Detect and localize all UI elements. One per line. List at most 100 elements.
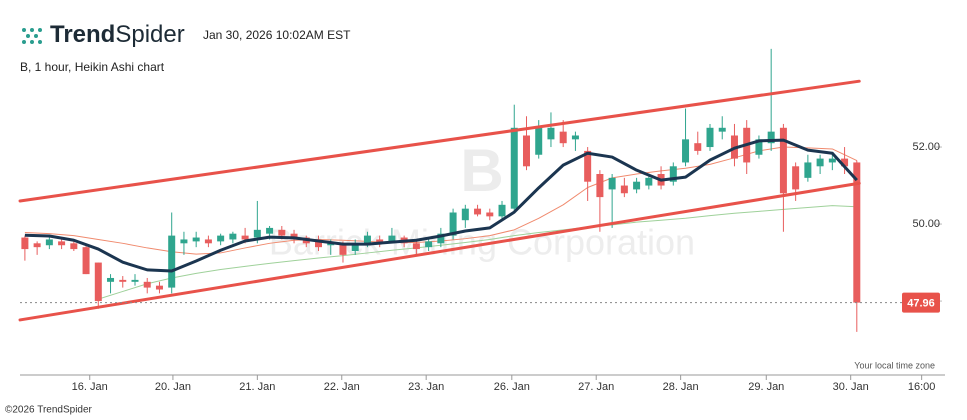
candle [412, 241, 420, 255]
candle-body [82, 247, 90, 275]
x-tick-label: 23. Jan [408, 381, 444, 393]
candle-body [584, 150, 592, 182]
candle [608, 174, 616, 228]
candle-body [204, 239, 212, 244]
candle [437, 227, 445, 248]
candle-body [425, 241, 433, 248]
candle-body [33, 243, 41, 248]
logo-light: Spider [115, 21, 184, 48]
candle [547, 112, 555, 148]
candle-body [327, 243, 335, 246]
candle [694, 131, 702, 155]
candle-body [388, 235, 396, 242]
candle [351, 239, 359, 255]
candle [804, 154, 812, 182]
candle [376, 235, 384, 248]
candle-body [535, 127, 543, 155]
x-tick-label: 30. Jan [833, 381, 869, 393]
logo-icon [22, 28, 42, 44]
candle-body [21, 237, 29, 250]
candle-body [792, 166, 800, 190]
candle-body [779, 127, 787, 194]
candle [155, 281, 163, 294]
copyright: ©2026 TrendSpider [5, 405, 93, 416]
x-tick-label: 28. Jan [663, 381, 699, 393]
candle-body [143, 281, 151, 288]
candle-body [486, 212, 494, 217]
candle [718, 116, 726, 140]
candle [633, 177, 641, 194]
candle-body [58, 241, 66, 246]
candle-body [522, 135, 530, 167]
candle-body [119, 279, 127, 282]
candle [620, 177, 628, 198]
candle-body [278, 229, 286, 236]
candle [474, 204, 482, 217]
candle [730, 123, 738, 167]
candle-body [669, 166, 677, 182]
chart-subtitle: B, 1 hour, Heikin Ashi chart [20, 60, 165, 74]
candle-body [828, 158, 836, 163]
candle [461, 204, 469, 228]
candle-body [755, 139, 763, 155]
candle [204, 235, 212, 248]
candle [253, 200, 261, 244]
y-tick-label: 50.00 [912, 218, 940, 230]
last-price-label: 47.96 [907, 298, 935, 310]
candle [229, 231, 237, 244]
logo-text: TrendSpider [50, 21, 185, 48]
candle-body [217, 235, 225, 242]
candle-body [682, 139, 690, 163]
candle-body [339, 243, 347, 255]
candle-body [253, 229, 261, 238]
candle [131, 274, 139, 286]
candle-body [474, 208, 482, 215]
candle [143, 277, 151, 294]
candle-body [192, 237, 200, 242]
candle-body [412, 243, 420, 250]
candle [767, 48, 775, 151]
candle [217, 233, 225, 246]
x-tick-label: 20. Jan [155, 381, 191, 393]
candle-body [816, 158, 824, 167]
candle [743, 120, 751, 174]
candle-body [131, 279, 139, 282]
x-tick-label: 29. Jan [748, 381, 784, 393]
candle-body [266, 227, 274, 234]
candle [119, 276, 127, 288]
candle-body [608, 177, 616, 190]
candle-body [559, 131, 567, 144]
candle [779, 123, 787, 232]
candle [522, 116, 530, 171]
candle-body [70, 243, 78, 250]
candle [682, 108, 690, 167]
candle-body [633, 181, 641, 190]
candle-body [547, 127, 555, 140]
candle-body [767, 131, 775, 144]
candle [498, 200, 506, 221]
candle-body [449, 212, 457, 236]
candle-body [645, 177, 653, 186]
candle-body [498, 204, 506, 217]
candle-body [168, 235, 176, 288]
candle [828, 154, 836, 171]
candle-body [596, 174, 604, 198]
candle [755, 135, 763, 159]
watermark-symbol: B [460, 137, 503, 204]
candle [596, 170, 604, 232]
x-tick-label: 22. Jan [324, 381, 360, 393]
candle-body [229, 233, 237, 240]
candle-body [620, 185, 628, 194]
candle [33, 241, 41, 255]
candle-body [853, 162, 861, 303]
x-tick-label: 27. Jan [578, 381, 614, 393]
candle-body [376, 239, 384, 244]
trend-line [18, 181, 861, 322]
candle-body [437, 233, 445, 244]
candle-body [510, 127, 518, 209]
candle-body [315, 241, 323, 248]
candle [571, 131, 579, 151]
logo-bold: Trend [50, 21, 115, 48]
candle [82, 245, 90, 275]
